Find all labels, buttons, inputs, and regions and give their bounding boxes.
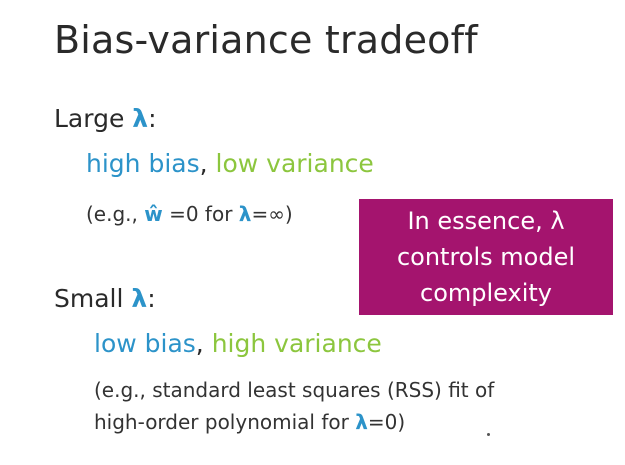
small-lambda-heading: Small λ: (54, 284, 156, 313)
large-lambda-heading: Large λ: (54, 104, 157, 133)
callout-box: In essence, λ controls model complexity (359, 199, 613, 315)
decorative-dot (487, 433, 490, 436)
lambda-symbol: λ (238, 202, 252, 226)
lambda-symbol: λ (132, 104, 149, 133)
example-line2-suffix: =0) (367, 410, 406, 434)
callout-line: complexity (420, 279, 552, 307)
slide-title: Bias-variance tradeoff (54, 18, 478, 62)
colon: : (148, 104, 157, 133)
low-variance-text: low variance (215, 149, 374, 178)
comma: , (195, 329, 204, 358)
large-lambda-example: (e.g., ŵ =0 for λ=∞) (86, 202, 293, 226)
large-label: Large (54, 104, 125, 133)
low-bias-text: low bias (94, 329, 196, 358)
w-hat-symbol: ŵ (144, 202, 163, 226)
colon: : (147, 284, 156, 313)
lambda-symbol: λ (355, 410, 368, 434)
large-lambda-effect: high bias, low variance (86, 149, 374, 178)
small-lambda-example-line1: (e.g., standard least squares (RSS) fit … (94, 378, 495, 402)
callout-line: In essence, λ (407, 207, 565, 235)
small-lambda-effect: low bias, high variance (94, 329, 382, 358)
small-label: Small (54, 284, 124, 313)
example-suffix: =∞) (251, 202, 293, 226)
callout-line: controls model (396, 243, 576, 271)
small-lambda-example-line2: high-order polynomial for λ=0) (94, 410, 405, 434)
example-prefix: (e.g., (86, 202, 138, 226)
comma: , (199, 149, 208, 178)
example-mid: =0 for (169, 202, 233, 226)
high-bias-text: high bias (86, 149, 200, 178)
high-variance-text: high variance (211, 329, 382, 358)
example-line2-prefix: high-order polynomial for (94, 410, 349, 434)
lambda-symbol: λ (131, 284, 148, 313)
